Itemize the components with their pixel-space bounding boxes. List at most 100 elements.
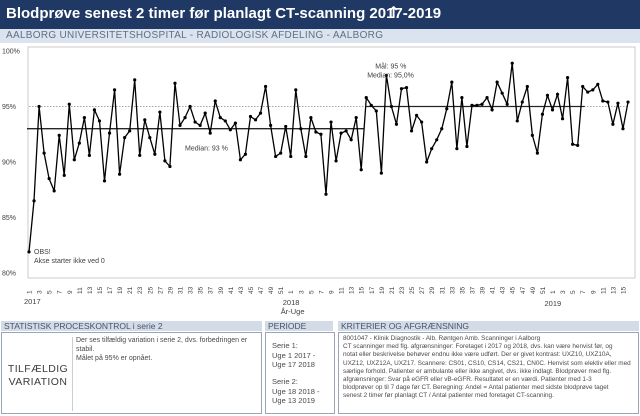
- x-tick-label: 13: [87, 286, 94, 294]
- data-point: [92, 108, 97, 112]
- serie-1-start: Uge 1 2017 -: [272, 350, 316, 360]
- data-point: [591, 88, 595, 92]
- y-tick-label: 95%: [2, 104, 16, 111]
- x-tick-label: 21: [389, 286, 396, 294]
- data-point: [274, 154, 278, 159]
- x-tick-label: 13: [610, 286, 617, 294]
- data-point: [339, 131, 343, 135]
- x-tick-label: 47: [520, 286, 527, 294]
- period-serie-1: Serie 1: Uge 1 2017 - Uge 17 2018: [272, 341, 315, 370]
- data-point: [576, 143, 580, 147]
- data-point: [550, 108, 555, 112]
- data-point: [525, 84, 529, 89]
- x-tick-label: 39: [480, 286, 487, 294]
- data-point: [158, 110, 162, 114]
- x-tick-label: 29: [429, 286, 436, 294]
- serie-1-end: Uge 17 2018: [272, 360, 315, 369]
- x-tick-label: 49: [268, 286, 275, 294]
- x-tick-label: 23: [137, 286, 144, 294]
- data-point: [72, 158, 76, 162]
- criteria-line-1: 8001047 - Klinik Diagnostik - Alb. Røntg…: [343, 335, 541, 342]
- data-point: [284, 124, 288, 129]
- x-tick-label: 9: [590, 290, 597, 294]
- x-tick-label: 45: [510, 286, 517, 294]
- data-point: [294, 88, 298, 92]
- data-point: [490, 108, 494, 112]
- data-point: [470, 103, 474, 107]
- data-point: [555, 92, 560, 96]
- criteria-text: 8001047 - Klinik Diagnostik - Alb. Røntg…: [343, 335, 635, 401]
- x-tick-label: 11: [600, 287, 607, 294]
- data-point: [258, 111, 263, 115]
- data-point: [138, 153, 142, 157]
- spc-panel: TILFÆLDIG VARIATION Der ses tilfældig va…: [1, 332, 262, 414]
- page-title: Blodprøve senest 2 timer før planlagt CT…: [6, 5, 442, 22]
- title-bar: Blodprøve senest 2 timer før planlagt CT…: [0, 0, 640, 29]
- goal-label: Mål: 95 %: [375, 63, 406, 71]
- serie-2-start: Uge 18 2018 -: [272, 386, 320, 396]
- criteria-panel: 8001047 - Klinik Diagnostik - Alb. Røntg…: [338, 332, 639, 414]
- criteria-line-5: særlige forhold. Patienter er ambulante …: [343, 367, 612, 375]
- data-point: [515, 119, 519, 123]
- x-tick-label: 33: [449, 286, 456, 294]
- x-tick-label: 29: [167, 286, 174, 294]
- data-point: [399, 87, 404, 91]
- y-tick-label: 100%: [2, 49, 20, 56]
- x-tick-label: 3: [37, 290, 44, 294]
- data-point: [32, 199, 36, 203]
- x-tick-label: 25: [147, 286, 154, 294]
- x-tick-label: 39: [218, 286, 225, 294]
- data-point: [183, 116, 187, 120]
- data-point: [480, 102, 484, 106]
- data-point: [52, 189, 56, 193]
- x-tick-label: 7: [318, 290, 325, 294]
- data-point: [102, 179, 107, 183]
- x-tick-label: 9: [67, 290, 74, 294]
- data-point: [374, 109, 378, 113]
- criteria-line-6: afgrænsninger: Svar på eGFR eller vB-eGF…: [343, 376, 592, 384]
- data-point: [450, 80, 454, 84]
- x-tick-label: 41: [228, 286, 235, 294]
- data-point: [455, 147, 459, 151]
- data-point: [123, 135, 127, 140]
- run-chart: 80%85%90%95%100% 1 3 5 7 9 11 13 15 17 19 21 23 25 27…: [2, 46, 636, 316]
- data-point: [263, 84, 268, 89]
- year-label-2019: 2019: [544, 299, 561, 308]
- data-point: [87, 153, 92, 157]
- x-tick-label: 3: [298, 290, 305, 294]
- data-point: [354, 116, 358, 120]
- x-tick-label: 21: [127, 286, 134, 294]
- data-point: [213, 99, 217, 103]
- data-point: [198, 123, 202, 127]
- data-point: [112, 88, 117, 92]
- data-point: [616, 101, 620, 105]
- data-point: [314, 130, 318, 134]
- data-point: [178, 123, 182, 127]
- data-point: [495, 80, 499, 84]
- data-point: [445, 107, 449, 111]
- data-point: [57, 133, 61, 137]
- x-tick-label: 5: [570, 290, 577, 294]
- data-point: [344, 129, 348, 133]
- x-tick-label: 51: [278, 286, 285, 294]
- data-point: [465, 144, 469, 149]
- data-point: [334, 159, 338, 163]
- data-point: [530, 133, 534, 137]
- x-tick-label: 5: [47, 290, 54, 294]
- data-point: [571, 142, 575, 146]
- data-point: [324, 192, 328, 196]
- data-point: [369, 103, 373, 107]
- data-point: [163, 159, 167, 163]
- x-tick-label: 45: [248, 286, 255, 294]
- y-tick-label: 90%: [2, 160, 16, 167]
- data-point: [500, 91, 504, 95]
- x-tick-label: 7: [580, 290, 587, 294]
- data-point: [67, 102, 71, 106]
- x-tick-label: 37: [469, 286, 476, 294]
- data-point: [233, 121, 237, 125]
- x-tick-label: 15: [620, 286, 627, 294]
- data-point: [581, 84, 585, 89]
- spc-result-line-1: TILFÆLDIG: [7, 363, 69, 375]
- data-point: [143, 118, 147, 122]
- data-point: [228, 128, 232, 132]
